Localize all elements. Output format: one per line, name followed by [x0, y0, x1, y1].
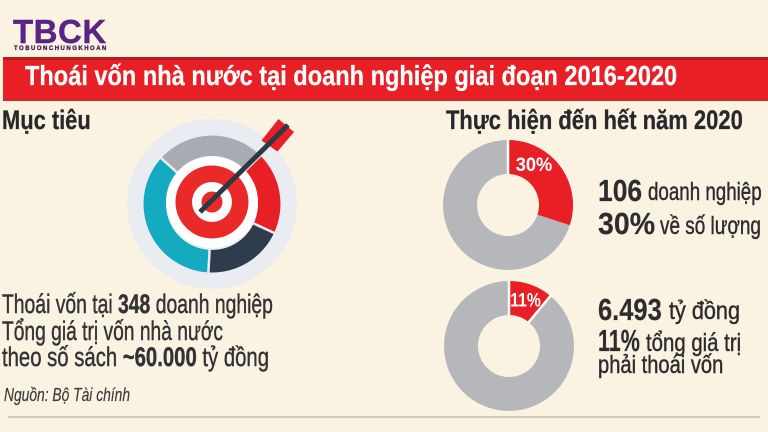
- svg-text:30%: 30%: [516, 154, 553, 176]
- svg-text:11%: 11%: [510, 290, 541, 311]
